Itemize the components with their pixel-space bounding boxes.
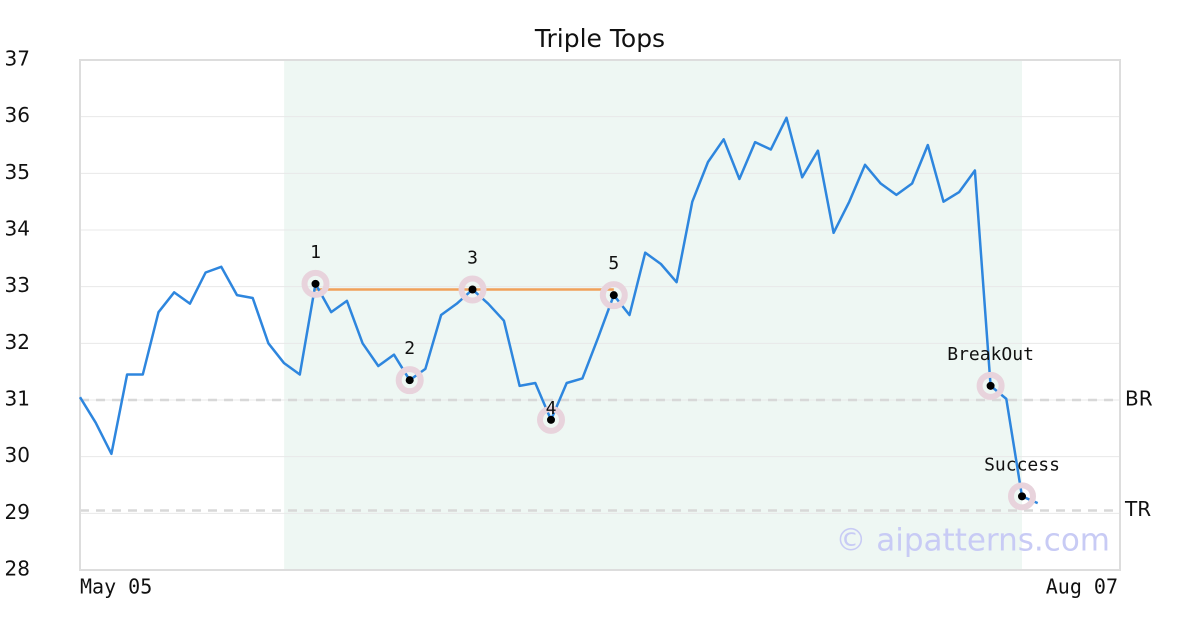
y-tick-label: 37 <box>5 47 30 71</box>
point-halo <box>976 371 1005 400</box>
point-dot <box>311 279 320 288</box>
point-halo <box>599 281 628 310</box>
y-tick-label: 34 <box>5 217 30 241</box>
annotation-label: BreakOut <box>947 344 1034 365</box>
y-tick-label: 30 <box>5 443 30 467</box>
annotation-label: 4 <box>546 398 557 419</box>
price-line <box>78 116 1039 505</box>
annotation-label: 3 <box>467 248 478 269</box>
point-halo <box>395 366 424 395</box>
y-tick-label: 36 <box>5 103 30 127</box>
point-halo <box>301 269 330 298</box>
point-dot <box>609 291 618 300</box>
point-dot <box>405 376 414 385</box>
watermark: © aipatterns.com <box>835 523 1110 559</box>
point-dot <box>1018 492 1026 501</box>
annotation-label: 2 <box>404 338 415 359</box>
point-dot <box>468 285 477 294</box>
point-halo <box>1008 482 1036 511</box>
annotation-label: 5 <box>608 253 619 274</box>
y-tick-label: 35 <box>5 160 30 184</box>
point-halo <box>537 405 565 434</box>
point-dot <box>986 381 995 390</box>
y-tick-label: 33 <box>5 273 30 297</box>
y-tick-label: 32 <box>5 330 30 354</box>
point-halo <box>458 275 487 304</box>
chart-title: Triple Tops <box>534 24 665 53</box>
pattern-region <box>284 60 1023 570</box>
reference-label: TR <box>1124 497 1151 521</box>
y-tick-label: 29 <box>5 500 30 524</box>
x-tick-label: May 05 <box>80 575 152 599</box>
plot-frame <box>79 59 1121 571</box>
y-tick-label: 28 <box>5 557 30 581</box>
annotation-label: 1 <box>310 242 321 263</box>
y-tick-label: 31 <box>5 387 30 411</box>
reference-label: BR <box>1125 387 1153 411</box>
point-dot <box>547 415 555 424</box>
annotation-label: Success <box>984 454 1060 475</box>
x-tick-label: Aug 07 <box>1046 575 1118 599</box>
